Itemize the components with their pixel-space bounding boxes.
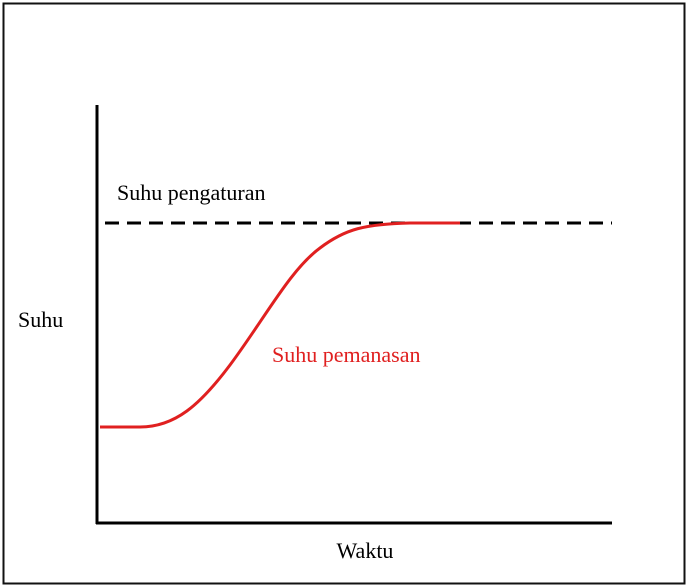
heating-curve xyxy=(100,221,460,429)
y-axis-label: Suhu xyxy=(18,307,63,332)
x-axis-label: Waktu xyxy=(337,538,394,563)
setpoint-label: Suhu pengaturan xyxy=(117,180,265,205)
heating-label: Suhu pemanasan xyxy=(272,342,420,367)
